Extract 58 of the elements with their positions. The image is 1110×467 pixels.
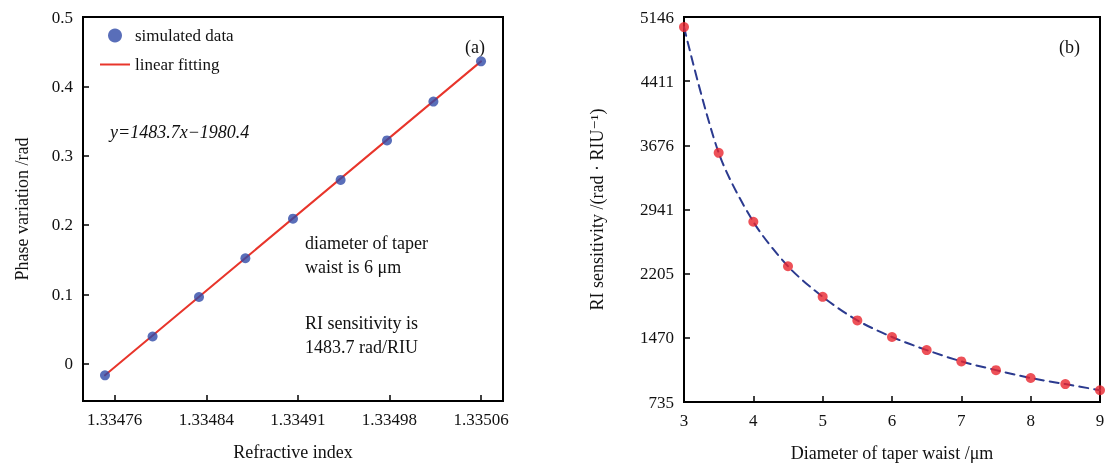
- x-tick-label: 3: [679, 411, 689, 430]
- x-tick-label: 4: [749, 411, 759, 430]
- annotation: (b): [1059, 37, 1081, 58]
- y-axis-title: RI sensitivity /(rad · RIU⁻¹): [587, 108, 608, 311]
- point: [1025, 373, 1036, 383]
- y-tick-label: 4411: [640, 71, 674, 91]
- point: [382, 135, 393, 146]
- annotation: RI sensitivity is 1483.7 rad/RIU: [305, 313, 423, 357]
- y-tick-label: 1470: [640, 328, 674, 348]
- x-tick-label: 1.33506: [453, 410, 509, 429]
- y-axis-title: Phase variation /rad: [12, 137, 32, 281]
- point: [428, 96, 439, 107]
- y-tick-label: 0.3: [51, 146, 73, 166]
- annotation: y=1483.7x−1980.4: [108, 122, 250, 142]
- y-tick-label: 2205: [640, 264, 674, 284]
- point: [194, 292, 204, 303]
- x-tick-label: 1.33498: [361, 410, 418, 429]
- annotation: diameter of taper waist is 6 μm: [305, 233, 433, 277]
- point: [783, 261, 793, 272]
- point: [852, 315, 863, 326]
- point: [748, 216, 759, 227]
- point: [956, 356, 967, 367]
- x-tick-label: 8: [1026, 411, 1035, 430]
- x-axis-title: Refractive index: [233, 442, 353, 462]
- point: [476, 56, 487, 67]
- point: [713, 147, 724, 158]
- point: [679, 22, 689, 33]
- legend-label: simulated data: [135, 26, 235, 45]
- x-axis-title: Diameter of taper waist /μm: [790, 443, 994, 463]
- y-tick-label: 735: [648, 392, 674, 412]
- x-tick-label: 1.33484: [178, 410, 235, 429]
- point: [1060, 379, 1071, 390]
- point: [147, 331, 158, 342]
- annotation: (a): [465, 37, 486, 58]
- y-tick-label: 0.5: [51, 7, 73, 27]
- point: [240, 253, 251, 264]
- point: [817, 291, 828, 302]
- x-tick-label: 1.33491: [270, 410, 326, 429]
- point: [991, 365, 1001, 376]
- y-tick-label: 0.4: [51, 76, 74, 96]
- y-tick-label: 2941: [640, 199, 674, 219]
- point: [288, 213, 298, 224]
- y-tick-label: 0: [64, 354, 73, 374]
- x-tick-label: 6: [887, 411, 897, 430]
- x-tick-label: 9: [1095, 411, 1105, 430]
- y-tick-label: 0.2: [51, 215, 73, 235]
- point: [1095, 385, 1105, 396]
- legend-label: linear fitting: [135, 55, 220, 74]
- y-tick-label: 5146: [640, 7, 674, 27]
- x-tick-label: 5: [818, 411, 827, 430]
- y-tick-label: 3676: [640, 135, 674, 155]
- point: [99, 370, 110, 381]
- x-tick-label: 7: [957, 411, 967, 430]
- x-tick-label: 1.33476: [87, 410, 143, 429]
- point: [921, 345, 932, 356]
- y-tick-label: 0.1: [51, 284, 73, 304]
- point: [887, 331, 897, 342]
- point: [335, 174, 346, 185]
